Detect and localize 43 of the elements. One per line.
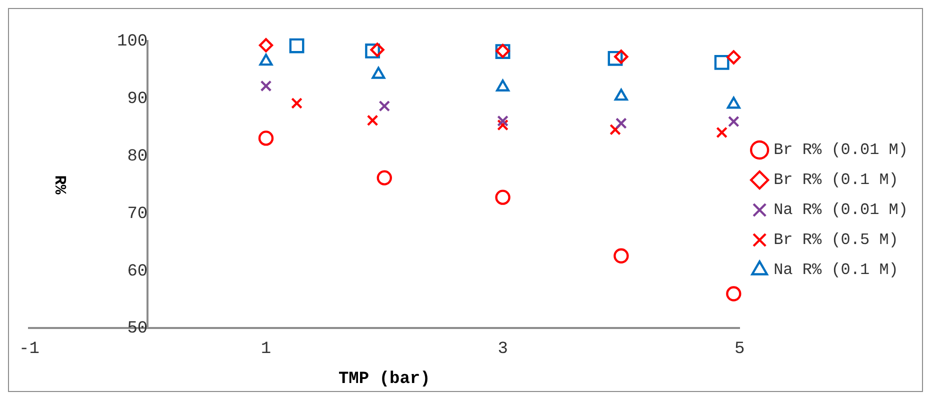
point <box>365 43 380 58</box>
y-tick-label: 90 <box>127 90 148 110</box>
legend-label: Br R% (0.01 M) <box>774 141 908 160</box>
legend-label: Na R% (0.01 M) <box>774 201 908 220</box>
point <box>260 80 272 92</box>
legend-label: Br R% (0.5 M) <box>774 231 898 250</box>
y-tick-label: 60 <box>127 262 148 282</box>
point <box>614 248 629 264</box>
point <box>728 116 740 128</box>
x-tick-label: 1 <box>260 340 272 359</box>
point <box>258 38 274 52</box>
x-tick-label: 5 <box>734 340 745 359</box>
point <box>496 80 510 92</box>
y-tick-label: 100 <box>116 32 148 52</box>
x-axis-title: TMP (bar) <box>338 370 430 390</box>
point <box>495 190 510 205</box>
y-axis-title: R% <box>50 175 68 195</box>
point <box>497 119 508 131</box>
point <box>716 126 728 138</box>
x-tick-label: -1 <box>19 340 40 359</box>
point <box>497 115 508 127</box>
point <box>378 100 390 112</box>
point <box>608 50 623 66</box>
point <box>291 97 302 109</box>
point <box>614 50 628 64</box>
point <box>726 286 742 302</box>
point <box>366 114 378 126</box>
point <box>370 42 384 57</box>
y-tick-label: 80 <box>127 148 148 166</box>
point <box>376 170 392 186</box>
point <box>372 66 386 79</box>
point <box>258 130 274 146</box>
point <box>726 50 741 64</box>
point <box>615 118 627 129</box>
point <box>714 54 730 70</box>
x-tick-label: 3 <box>498 340 508 359</box>
y-tick-label: 70 <box>127 204 148 224</box>
point <box>259 54 273 66</box>
point <box>726 96 740 109</box>
point <box>614 88 628 101</box>
legend-label: Br R% (0.1 M) <box>774 171 898 190</box>
legend-label: Na R% (0.1 M) <box>774 261 898 280</box>
point <box>289 38 304 54</box>
